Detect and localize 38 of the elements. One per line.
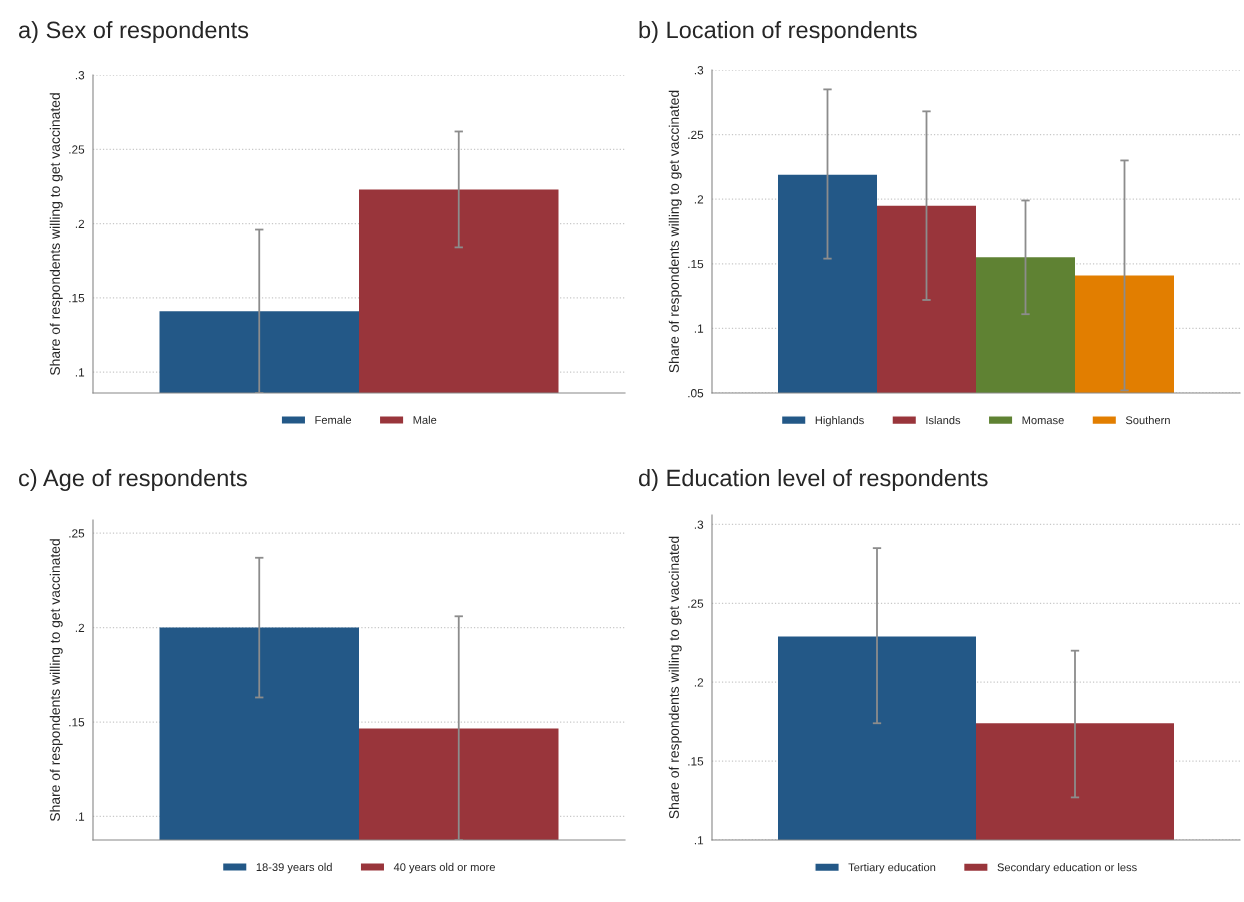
y-axis-title: Share of respondents willing to get vaccinated: [668, 536, 682, 819]
y-tick-label: .1: [694, 836, 704, 845]
y-tick-label: .15: [688, 259, 704, 269]
legend-label: Momase: [1022, 416, 1064, 425]
chart-title: b) Location of respondents: [639, 21, 917, 43]
legend-label: Female: [315, 415, 352, 424]
y-tick-label: .1: [75, 812, 85, 821]
chart-title: c) Age of respondents: [19, 468, 247, 491]
y-tick-label: .3: [694, 66, 704, 75]
y-tick-label: .15: [69, 718, 85, 727]
legend-label: Male: [413, 415, 437, 424]
y-tick-label: .2: [694, 195, 704, 204]
y-tick-label: .2: [75, 219, 85, 228]
chart-title: d) Education level of respondents: [638, 468, 988, 491]
legend-label: 40 years old or more: [393, 862, 495, 874]
y-axis-title: Share of respondents willing to get vaccinated: [49, 539, 63, 822]
y-tick-label: .3: [75, 71, 85, 80]
legend-label: Islands: [926, 415, 961, 425]
legend-label: Highlands: [815, 415, 864, 427]
y-tick-label: .25: [69, 145, 85, 154]
y-axis-title: Share of respondents willing to get vaccinated: [49, 93, 63, 376]
y-tick-label: .2: [75, 623, 85, 632]
legend-label: Southern: [1125, 415, 1170, 425]
y-tick-label: .1: [75, 368, 85, 377]
y-tick-label: .3: [694, 520, 704, 529]
y-tick-label: .15: [688, 757, 704, 766]
y-axis-title: Share of respondents willing to get vaccinated: [668, 90, 682, 373]
chart-title: a) Sex of respondents: [19, 21, 249, 43]
y-tick-label: .25: [688, 599, 704, 608]
y-tick-label: .25: [688, 130, 704, 139]
y-tick-label: .2: [694, 678, 704, 687]
y-tick-label: .15: [69, 294, 85, 303]
y-tick-label: .25: [69, 529, 85, 538]
legend-label: 18-39 years old: [256, 862, 332, 874]
legend-label: Tertiary education: [848, 863, 936, 874]
y-tick-label: .1: [694, 324, 704, 333]
legend-label: Secondary education or less: [997, 863, 1137, 874]
y-tick-label: .05: [688, 389, 704, 398]
